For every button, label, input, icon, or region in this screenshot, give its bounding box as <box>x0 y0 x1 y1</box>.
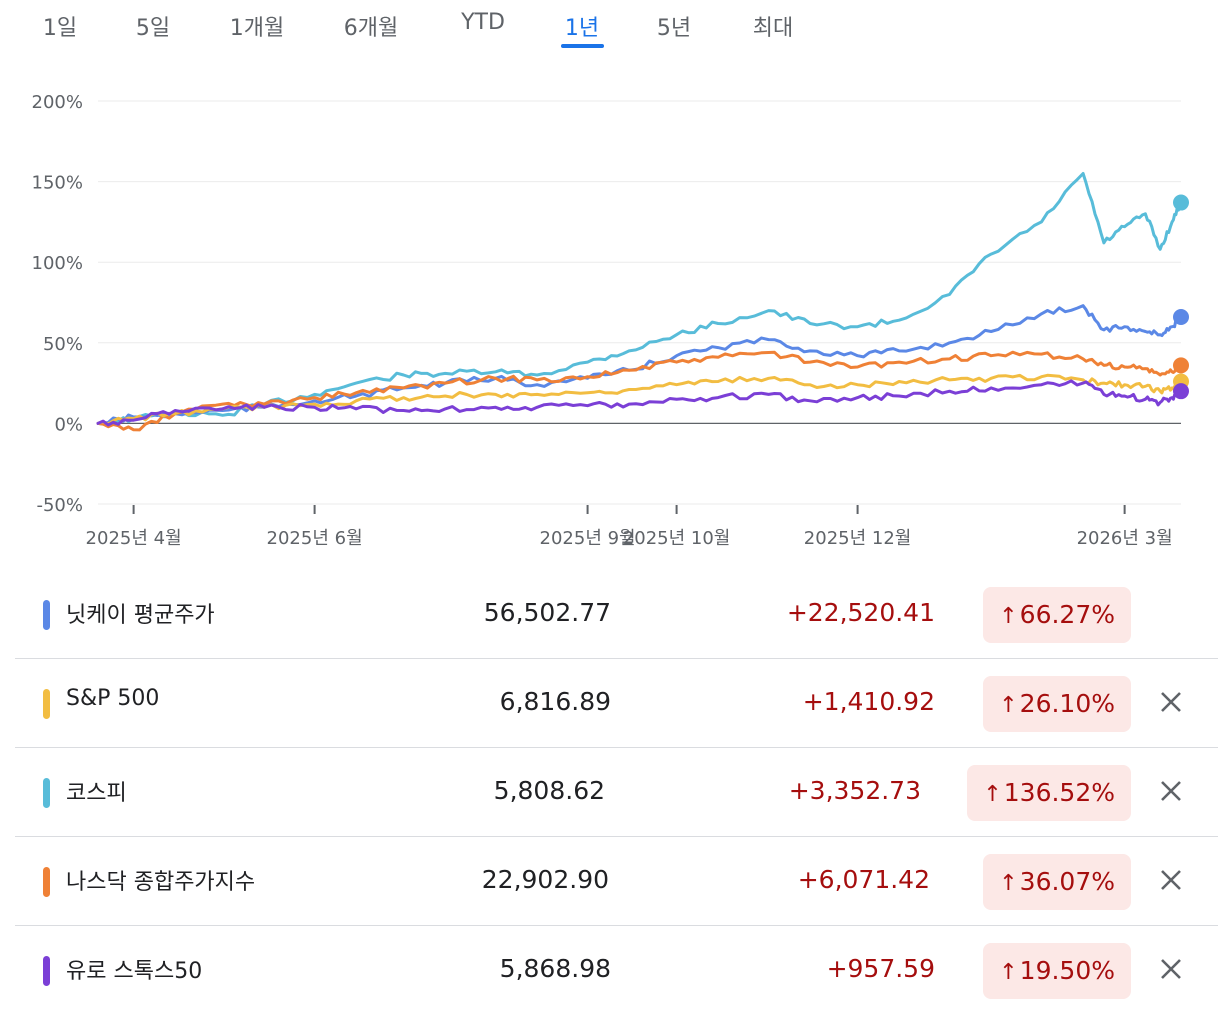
series-end-marker <box>1173 357 1189 374</box>
series-end-marker <box>1173 383 1189 400</box>
index-change: +3,352.73 <box>788 776 921 805</box>
index-row-sp500[interactable]: S&P 500 6,816.89 +1,410.92 ↑26.10% <box>15 659 1218 748</box>
tab-6m[interactable]: 6개월 <box>343 16 399 41</box>
index-change: +22,520.41 <box>786 598 935 627</box>
index-list: 닛케이 평균주가 56,502.77 +22,520.41 ↑66.27% S&… <box>15 570 1218 1014</box>
index-name: 코스피 <box>66 781 127 806</box>
tab-1m[interactable]: 1개월 <box>229 16 285 41</box>
index-row-kospi[interactable]: 코스피 5,808.62 +3,352.73 ↑136.52% <box>15 748 1218 837</box>
percent-change-badge: ↑26.10% <box>983 676 1131 732</box>
series-color-swatch <box>43 600 50 630</box>
series-end-marker <box>1173 194 1189 211</box>
remove-comparison-close-icon[interactable] <box>1156 687 1186 717</box>
index-price: 22,902.90 <box>481 865 609 894</box>
percent-change-value: 66.27% <box>1019 600 1115 629</box>
index-price: 6,816.89 <box>499 687 611 716</box>
index-change: +957.59 <box>826 954 935 983</box>
index-row-eurostoxx50[interactable]: 유로 스톡스50 5,868.98 +957.59 ↑19.50% <box>15 926 1218 1014</box>
x-tick-label: 2025년 12월 <box>804 528 912 549</box>
arrow-up-icon: ↑ <box>999 693 1018 718</box>
index-row-nikkei[interactable]: 닛케이 평균주가 56,502.77 +22,520.41 ↑66.27% <box>15 570 1218 659</box>
index-price: 5,868.98 <box>499 954 611 983</box>
index-row-nasdaq[interactable]: 나스닥 종합주가지수 22,902.90 +6,071.42 ↑36.07% <box>15 837 1218 926</box>
index-name: S&P 500 <box>66 686 160 711</box>
active-tab-indicator <box>561 44 604 48</box>
x-tick-label: 2025년 10월 <box>623 528 731 549</box>
percent-change-value: 36.07% <box>1019 867 1115 896</box>
index-price: 56,502.77 <box>483 598 611 627</box>
x-tick-label: 2025년 9월 <box>540 528 636 549</box>
index-change: +6,071.42 <box>797 865 930 894</box>
index-name: 닛케이 평균주가 <box>66 603 215 628</box>
range-tabs: 1일 5일 1개월 6개월 YTD 1년 5년 최대 <box>0 0 1228 52</box>
series-color-swatch <box>43 778 50 808</box>
percent-change-badge: ↑19.50% <box>983 943 1131 999</box>
percent-change-value: 19.50% <box>1019 956 1115 985</box>
x-tick-label: 2026년 3월 <box>1077 528 1173 549</box>
tab-5d[interactable]: 5일 <box>135 16 171 41</box>
arrow-up-icon: ↑ <box>983 782 1002 807</box>
series-line-4 <box>96 379 1183 427</box>
x-tick-label: 2025년 4월 <box>86 528 182 549</box>
percent-change-badge: ↑136.52% <box>967 765 1131 821</box>
y-tick-label: 50% <box>43 334 83 355</box>
tab-1y[interactable]: 1년 <box>564 16 600 41</box>
series-line-3 <box>96 373 1183 426</box>
tab-max[interactable]: 최대 <box>752 16 794 41</box>
series-end-marker <box>1173 309 1189 326</box>
series-color-swatch <box>43 689 50 719</box>
remove-comparison-close-icon[interactable] <box>1156 776 1186 806</box>
comparison-line-chart: 200% 150% 100% 50% 0% -50%2025년 4월 2025년 6월 202… <box>32 92 1189 549</box>
arrow-up-icon: ↑ <box>999 871 1018 896</box>
percent-change-badge: ↑36.07% <box>983 854 1131 910</box>
index-price: 5,808.62 <box>493 776 605 805</box>
series-color-swatch <box>43 956 50 986</box>
arrow-up-icon: ↑ <box>999 604 1018 629</box>
index-name: 유로 스톡스50 <box>66 959 203 984</box>
y-tick-label: 200% <box>32 92 83 113</box>
tab-ytd[interactable]: YTD <box>461 10 505 35</box>
series-color-swatch <box>43 867 50 897</box>
tab-5y[interactable]: 5년 <box>656 16 692 41</box>
percent-change-value: 26.10% <box>1019 689 1115 718</box>
percent-change-badge: ↑66.27% <box>983 587 1131 643</box>
x-tick-label: 2025년 6월 <box>267 528 363 549</box>
y-tick-label: 150% <box>32 173 83 194</box>
series-line-2 <box>96 350 1183 432</box>
remove-comparison-close-icon[interactable] <box>1156 865 1186 895</box>
remove-comparison-close-icon[interactable] <box>1156 954 1186 984</box>
index-name: 나스닥 종합주가지수 <box>66 870 256 895</box>
y-tick-label: 100% <box>32 253 83 274</box>
y-tick-label: 0% <box>54 414 83 435</box>
y-tick-label: -50% <box>36 495 83 516</box>
arrow-up-icon: ↑ <box>999 960 1018 985</box>
index-change: +1,410.92 <box>802 687 935 716</box>
tab-1d[interactable]: 1일 <box>42 16 78 41</box>
series-line-0 <box>96 172 1183 426</box>
percent-change-value: 136.52% <box>1003 778 1115 807</box>
